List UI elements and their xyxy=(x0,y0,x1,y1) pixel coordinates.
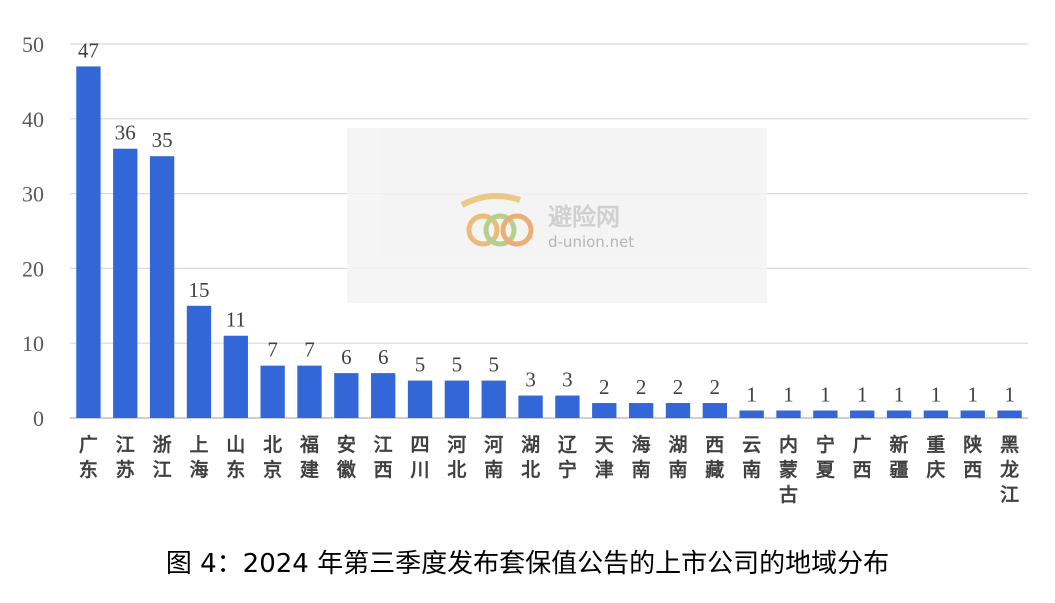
data-label: 15 xyxy=(188,278,209,302)
bar xyxy=(186,305,212,418)
x-tick-label: 陕西 xyxy=(963,433,982,481)
x-tick-label: 四川 xyxy=(410,434,430,481)
x-tick-label: 江西 xyxy=(374,434,393,481)
data-label: 35 xyxy=(152,128,173,152)
y-tick-label: 40 xyxy=(22,107,44,132)
bar xyxy=(76,66,101,418)
data-label: 1 xyxy=(1004,383,1015,407)
bar xyxy=(481,380,506,418)
data-label: 6 xyxy=(341,345,352,369)
bar xyxy=(407,380,433,418)
x-tick-label: 广东 xyxy=(79,433,98,481)
data-label: 7 xyxy=(267,338,278,362)
x-tick-label: 天津 xyxy=(595,434,615,481)
bar xyxy=(113,148,138,418)
x-tick-label: 内蒙古 xyxy=(779,433,798,506)
bar xyxy=(960,410,985,418)
data-label: 5 xyxy=(488,353,499,377)
x-tick-label: 广西 xyxy=(853,433,872,481)
bar xyxy=(739,410,764,418)
bar xyxy=(592,403,617,418)
bar xyxy=(886,410,912,418)
data-label: 2 xyxy=(673,375,684,399)
data-label: 6 xyxy=(378,345,389,369)
data-label: 5 xyxy=(452,353,463,377)
bar xyxy=(923,410,949,418)
y-tick-label: 10 xyxy=(22,331,44,356)
x-tick-label: 河北 xyxy=(447,434,466,481)
x-tick-label: 西藏 xyxy=(705,434,724,481)
bar xyxy=(297,365,322,418)
data-label: 1 xyxy=(820,383,831,407)
x-tick-label: 辽宁 xyxy=(558,434,577,481)
x-tick-label: 江苏 xyxy=(116,434,135,481)
chart-title: 图 4：2024 年第三季度发布套保值公告的上市公司的地域分布 xyxy=(165,549,890,579)
data-label: 2 xyxy=(710,375,721,399)
x-tick-label: 重庆 xyxy=(926,434,945,481)
watermark-name: 避险网 xyxy=(548,203,620,231)
y-tick-label: 30 xyxy=(22,182,44,207)
data-label: 11 xyxy=(226,308,246,332)
watermark-background xyxy=(347,128,767,303)
data-label: 1 xyxy=(967,383,978,407)
x-tick-label: 湖南 xyxy=(668,434,687,481)
bar xyxy=(371,373,396,418)
x-tick-label: 山东 xyxy=(226,434,245,481)
x-tick-label: 新疆 xyxy=(890,433,909,481)
data-label: 3 xyxy=(525,368,536,392)
x-tick-label: 云南 xyxy=(742,434,761,481)
bars xyxy=(76,66,1022,418)
data-label: 1 xyxy=(746,383,757,407)
bar xyxy=(555,395,580,418)
y-tick-label: 50 xyxy=(22,32,44,57)
bar xyxy=(444,380,470,418)
x-tick-label: 海南 xyxy=(632,433,651,481)
bar xyxy=(813,410,838,418)
data-label: 1 xyxy=(783,383,794,407)
bar xyxy=(850,410,875,418)
data-label: 2 xyxy=(599,375,610,399)
bar xyxy=(702,403,727,418)
bar xyxy=(665,403,691,418)
bar xyxy=(518,395,543,418)
watermark-logo-icon xyxy=(460,193,534,247)
watermark-url: d-union.net xyxy=(548,233,634,251)
data-label: 47 xyxy=(78,38,99,62)
data-label: 7 xyxy=(304,338,315,362)
data-label: 3 xyxy=(562,368,573,392)
bar xyxy=(260,365,285,418)
bar xyxy=(223,335,248,418)
data-label: 2 xyxy=(636,375,647,399)
x-tick-label: 浙江 xyxy=(153,433,172,481)
x-axis-labels: 广东江苏浙江上海山东北京福建安徽江西四川河北河南湖北辽宁天津海南湖南西藏云南内蒙… xyxy=(79,433,1019,506)
x-tick-label: 河南 xyxy=(484,434,503,481)
data-label: 1 xyxy=(857,383,868,407)
bar xyxy=(149,156,175,418)
x-tick-label: 湖北 xyxy=(521,434,540,481)
x-tick-label: 上海 xyxy=(189,434,208,481)
data-label: 5 xyxy=(415,353,426,377)
y-tick-label: 20 xyxy=(22,256,44,281)
watermark: 避险网 d-union.net xyxy=(347,128,767,303)
data-label: 1 xyxy=(894,383,905,407)
x-tick-label: 宁夏 xyxy=(816,433,836,481)
bar xyxy=(628,403,654,418)
x-tick-label: 安徽 xyxy=(336,433,357,481)
x-tick-label: 北京 xyxy=(263,434,282,481)
bar xyxy=(997,410,1022,418)
bar xyxy=(776,410,801,418)
x-tick-label: 福建 xyxy=(299,433,319,481)
y-tick-label: 0 xyxy=(33,406,44,431)
bar xyxy=(334,373,359,418)
x-tick-label: 黑龙江 xyxy=(1000,434,1019,506)
data-label: 1 xyxy=(931,383,942,407)
data-label: 36 xyxy=(115,121,136,145)
